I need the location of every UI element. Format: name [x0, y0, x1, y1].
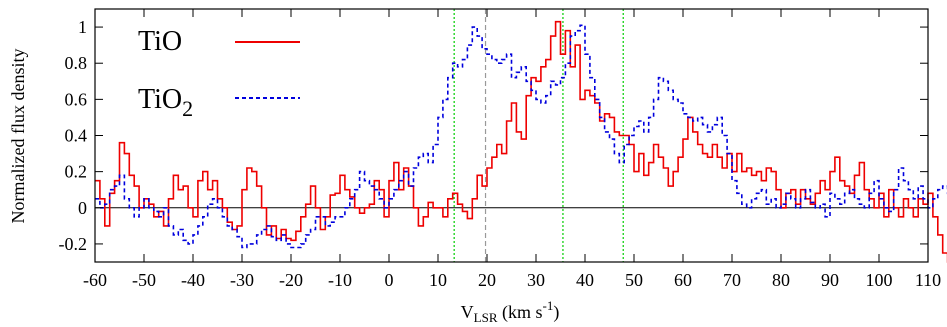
legend-label-tio2: TiO2 — [138, 84, 193, 121]
x-axis-title-unit: (km s — [498, 302, 543, 323]
y-tick-label: 0 — [78, 198, 87, 218]
y-tick-label: 0.8 — [65, 53, 88, 73]
x-tick-label: 50 — [625, 270, 643, 290]
x-axis-title-subscript: LSR — [474, 310, 498, 325]
x-axis-title-end: ) — [553, 302, 559, 323]
x-tick-label: -30 — [230, 270, 254, 290]
x-axis-title-superscript: -1 — [543, 298, 554, 313]
x-tick-label: 10 — [429, 270, 447, 290]
legend: TiO TiO2 — [138, 26, 300, 121]
x-tick-label: 30 — [527, 270, 545, 290]
x-tick-label: -10 — [328, 270, 352, 290]
plot-frame — [94, 8, 929, 263]
x-axis-title-main: V — [461, 302, 474, 322]
x-tick-label: 60 — [674, 270, 692, 290]
x-tick-label: 20 — [478, 270, 496, 290]
series-group — [95, 20, 947, 263]
x-tick-label: -40 — [181, 270, 205, 290]
x-tick-label: -60 — [83, 270, 107, 290]
x-tick-label: 100 — [866, 270, 893, 290]
x-axis-title: VLSR (km s-1) — [461, 298, 560, 325]
y-axis-title: Normalized flux density — [8, 49, 28, 224]
reference-lines — [453, 9, 624, 262]
x-tick-label: 70 — [723, 270, 741, 290]
x-tick-label: 110 — [915, 270, 941, 290]
x-tick-label: 80 — [772, 270, 790, 290]
series-line-tio — [95, 20, 947, 263]
y-tick-label: 1 — [78, 17, 87, 37]
y-tick-label: 0.6 — [65, 89, 88, 109]
x-tick-labels: -60 -50 -40 -30 -20 -10 0 10 20 30 40 50 60 70 80 90 100… — [83, 270, 941, 290]
y-tick-label: -0.2 — [59, 234, 88, 254]
x-tick-label: 40 — [576, 270, 594, 290]
y-tick-label: 0.4 — [65, 126, 88, 146]
x-tick-label: -50 — [132, 270, 156, 290]
tick-marks — [94, 9, 929, 262]
y-tick-labels: -0.2 0 0.2 0.4 0.6 0.8 1 — [59, 17, 88, 254]
legend-label-tio: TiO — [138, 26, 182, 57]
y-tick-label: 0.2 — [65, 162, 88, 182]
x-tick-label: -20 — [279, 270, 303, 290]
x-tick-label: 0 — [385, 270, 394, 290]
x-tick-label: 90 — [821, 270, 839, 290]
